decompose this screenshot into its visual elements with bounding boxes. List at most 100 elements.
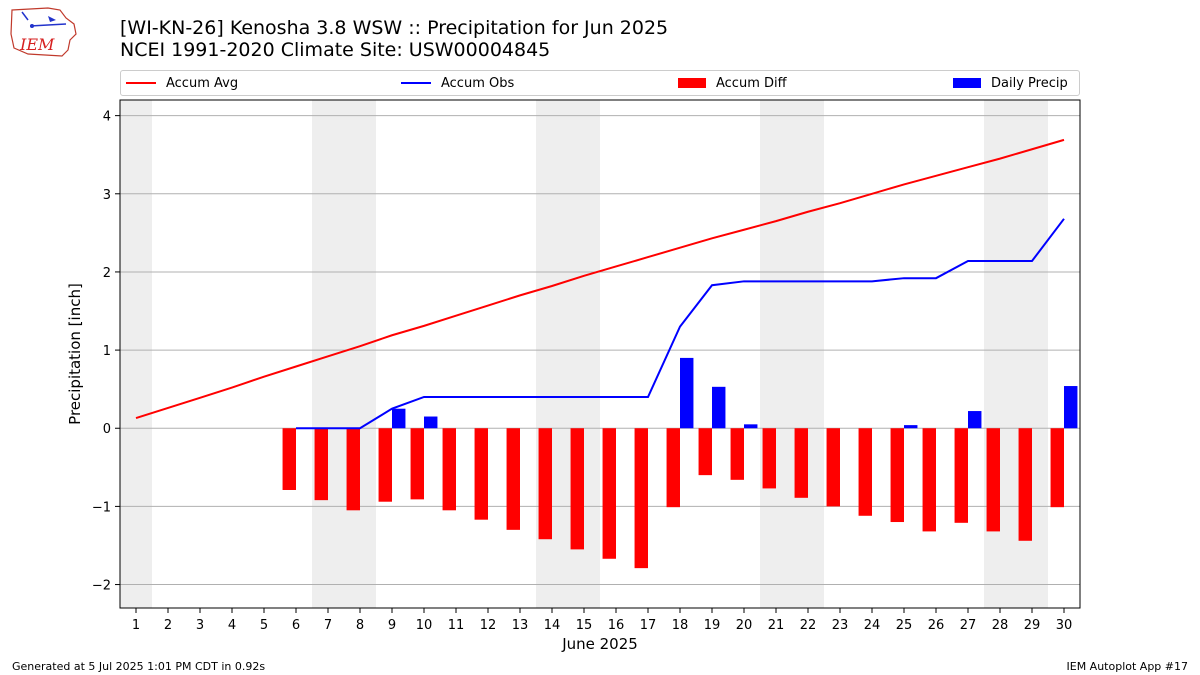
legend-item-accum-diff: Accum Diff [678, 71, 787, 95]
y-tick-label: 1 [103, 344, 111, 359]
accum-diff-bar [826, 428, 840, 507]
y-axis-label: Precipitation [inch] [66, 283, 84, 425]
chart-subtitle: NCEI 1991-2020 Climate Site: USW00004845 [120, 39, 551, 61]
legend-swatch [678, 78, 706, 88]
x-axis-label: June 2025 [561, 635, 638, 653]
x-tick-label: 6 [292, 618, 300, 633]
legend-label: Daily Precip [991, 75, 1068, 91]
x-tick-label: 21 [768, 618, 785, 633]
weekend-shade [760, 100, 792, 608]
legend-item-daily-precip: Daily Precip [953, 71, 1068, 95]
plot-frame [119, 99, 1081, 609]
accum-diff-bar [666, 428, 680, 508]
accum-diff-bar [762, 428, 776, 489]
x-tick-label: 27 [960, 618, 977, 633]
x-tick-label: 16 [608, 618, 625, 633]
x-tick-label: 3 [196, 618, 204, 633]
x-tick-label: 1 [132, 618, 140, 633]
accum-diff-bar [986, 428, 1000, 532]
legend-swatch [126, 82, 156, 84]
y-tick-label: 0 [103, 422, 111, 437]
x-tick-label: 5 [260, 618, 268, 633]
x-tick-label: 30 [1056, 618, 1073, 633]
x-tick-label: 10 [416, 618, 433, 633]
daily-precip-bar [968, 411, 982, 429]
x-tick-label: 8 [356, 618, 364, 633]
accum-diff-bar [314, 428, 328, 501]
legend-label: Accum Avg [166, 75, 239, 91]
footer-generated: Generated at 5 Jul 2025 1:01 PM CDT in 0… [12, 660, 266, 673]
footer-app: IEM Autoplot App #17 [1066, 660, 1189, 673]
daily-precip-bar [392, 408, 406, 429]
accum-diff-bar [890, 428, 904, 523]
x-tick-label: 2 [164, 618, 172, 633]
accum-diff-bar [378, 428, 392, 502]
x-tick-label: 22 [800, 618, 817, 633]
x-tick-label: 29 [1024, 618, 1041, 633]
x-tick-label: 17 [640, 618, 657, 633]
x-tick-label: 28 [992, 618, 1009, 633]
accum-diff-bar [506, 428, 520, 530]
x-tick-label: 19 [704, 618, 721, 633]
x-tick-label: 23 [832, 618, 849, 633]
logo-text: IEM [19, 35, 55, 54]
daily-precip-bar [904, 425, 918, 429]
accum-diff-bar [858, 428, 872, 516]
accum-diff-bar [794, 428, 808, 498]
legend-swatch [953, 78, 981, 88]
x-tick-label: 25 [896, 618, 913, 633]
accum-diff-bar [1018, 428, 1032, 541]
accum-diff-bar [346, 428, 360, 511]
daily-precip-bar [680, 357, 694, 429]
y-tick-label: 4 [103, 110, 111, 125]
accum-diff-bar [698, 428, 712, 476]
accum-diff-bar [410, 428, 424, 500]
daily-precip-bar [712, 386, 726, 429]
daily-precip-bar [744, 424, 758, 429]
accum-diff-bar [922, 428, 936, 532]
x-tick-label: 13 [512, 618, 529, 633]
x-tick-label: 7 [324, 618, 332, 633]
weekend-shade [792, 100, 824, 608]
daily-precip-bar [1064, 386, 1078, 429]
accum-diff-bar [1050, 428, 1064, 508]
chart-title: [WI-KN-26] Kenosha 3.8 WSW :: Precipitat… [120, 17, 669, 39]
accum-diff-bar [954, 428, 968, 523]
x-tick-label: 26 [928, 618, 945, 633]
legend-swatch [401, 82, 431, 84]
x-tick-label: 18 [672, 618, 689, 633]
x-tick-label: 14 [544, 618, 561, 633]
weekend-shade [984, 100, 1016, 608]
accum-diff-bar [474, 428, 488, 520]
accum-diff-bar [442, 428, 456, 511]
legend-label: Accum Diff [716, 75, 787, 91]
accum-avg-line [135, 138, 1065, 420]
y-tick-label: 2 [103, 266, 111, 281]
accum-obs-line [296, 218, 1065, 430]
x-tick-label: 24 [864, 618, 881, 633]
legend-item-accum-avg: Accum Avg [126, 71, 238, 95]
chart-legend: Accum Avg Accum Obs Accum Diff Daily Pre… [120, 70, 1080, 96]
legend-label: Accum Obs [441, 75, 515, 91]
accum-diff-bar [634, 428, 648, 569]
x-tick-label: 9 [388, 618, 396, 633]
x-tick-label: 20 [736, 618, 753, 633]
accum-diff-bar [570, 428, 584, 550]
weekend-shade [312, 100, 344, 608]
x-tick-label: 4 [228, 618, 236, 633]
accum-diff-bar [602, 428, 616, 559]
accum-diff-bar [538, 428, 552, 540]
y-tick-label: 3 [103, 188, 111, 203]
y-tick-label: −1 [92, 500, 111, 515]
legend-item-accum-obs: Accum Obs [401, 71, 514, 95]
accum-diff-bar [730, 428, 744, 480]
x-tick-label: 12 [480, 618, 497, 633]
weekend-shade [120, 100, 152, 608]
x-tick-label: 11 [448, 618, 465, 633]
iem-logo: IEM [10, 7, 77, 57]
daily-precip-bar [424, 416, 438, 429]
y-tick-label: −2 [92, 579, 111, 594]
accum-diff-bar [282, 428, 296, 490]
weekend-shade [344, 100, 376, 608]
